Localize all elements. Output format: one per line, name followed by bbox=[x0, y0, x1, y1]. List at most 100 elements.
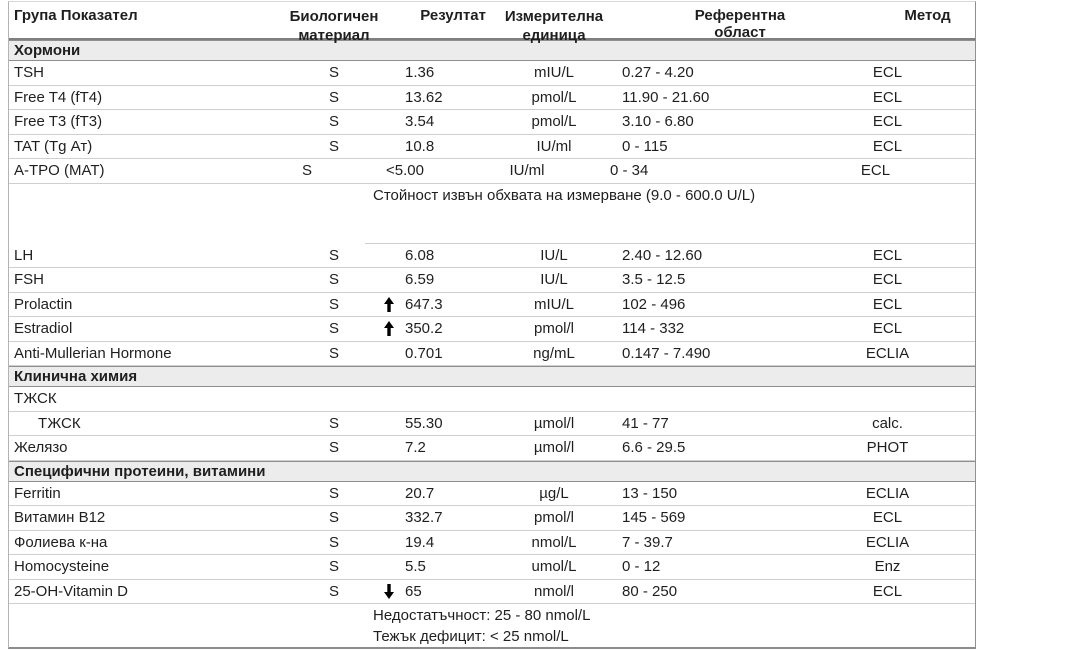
reference-range-cell: 102 - 496 bbox=[622, 295, 686, 313]
unit-cell: µmol/l bbox=[533, 439, 575, 456]
result-value: 55.30 bbox=[405, 414, 443, 432]
test-result-row: 25-OH-Vitamin D S 65 nmol/l 80 - 250 ECL bbox=[9, 580, 975, 604]
result-cell: 13.62 bbox=[382, 86, 498, 110]
result-value: 65 bbox=[405, 582, 422, 600]
test-result-row: Free T3 (fT3) S 3.54 pmol/L 3.10 - 6.80 ECL bbox=[9, 110, 975, 135]
unit-cell: µmol/l bbox=[533, 414, 575, 432]
unit-cell: IU/L bbox=[540, 271, 568, 288]
test-name: Фолиева к-на bbox=[14, 533, 108, 551]
test-result-row: Витамин B12 S 332.7 pmol/l 145 - 569 ECL bbox=[9, 506, 975, 531]
result-cell: 20.7 bbox=[382, 482, 498, 506]
high-value-arrow-icon bbox=[383, 321, 395, 336]
table-body: Хормони TSH S 1.36 mIU/L 0.27 - 4.20 ECL Free T… bbox=[9, 40, 975, 647]
material-cell: S bbox=[328, 271, 339, 288]
material-cell: S bbox=[328, 64, 339, 81]
test-name: A-TPO (MAT) bbox=[14, 162, 105, 179]
test-name: FSH bbox=[14, 271, 44, 288]
result-value: 13.62 bbox=[405, 88, 443, 106]
header-result: Резултат bbox=[420, 7, 486, 24]
reference-range-cell: 0.147 - 7.490 bbox=[622, 344, 711, 362]
result-cell: 647.3 bbox=[382, 293, 498, 317]
method-cell: ECL bbox=[872, 246, 903, 264]
section-header: Клинична химия bbox=[9, 366, 975, 387]
unit-cell: pmol/l bbox=[533, 509, 574, 526]
header-unit: Измерителна единица bbox=[504, 8, 604, 44]
result-value: 6.59 bbox=[405, 271, 435, 288]
test-name: ТЖСК bbox=[38, 414, 81, 432]
footnote-line: Недостатъчност: 25 - 80 nmol/L bbox=[373, 607, 591, 624]
reference-range-cell: 13 - 150 bbox=[622, 484, 678, 502]
unit-cell: IU/ml bbox=[509, 162, 545, 179]
result-cell: 55.30 bbox=[382, 412, 498, 436]
material-cell: S bbox=[328, 414, 339, 432]
test-name: TSH bbox=[14, 64, 44, 81]
material-cell: S bbox=[328, 582, 339, 600]
reference-range-cell: 0 - 115 bbox=[622, 137, 668, 155]
reference-range-cell: 2.40 - 12.60 bbox=[622, 246, 703, 264]
note-text: Стойност извън обхвата на измерване (9.0… bbox=[365, 184, 975, 244]
method-cell: ECL bbox=[872, 64, 903, 81]
test-result-row: Ferritin S 20.7 µg/L 13 - 150 ECLIA bbox=[9, 482, 975, 506]
result-value: 19.4 bbox=[405, 533, 435, 551]
test-result-row: A-TPO (MAT) S <5.00 IU/ml 0 - 34 ECL bbox=[9, 159, 975, 184]
test-name: LH bbox=[14, 246, 34, 264]
test-result-row: Homocysteine S 5.5 umol/L 0 - 12 Enz bbox=[9, 555, 975, 580]
result-cell: 6.08 bbox=[382, 244, 498, 268]
method-cell: Enz bbox=[874, 558, 901, 575]
test-group-row: ТЖСК bbox=[9, 387, 975, 412]
result-value: 5.5 bbox=[405, 558, 426, 575]
test-name: Prolactin bbox=[14, 295, 73, 313]
reference-range-cell: 7 - 39.7 bbox=[622, 533, 673, 551]
reference-range-cell: 3.5 - 12.5 bbox=[622, 271, 686, 288]
result-cell: 6.59 bbox=[382, 268, 498, 292]
method-cell: calc. bbox=[872, 414, 903, 432]
lab-results-table: Група Показател Биологичен материал Резу… bbox=[8, 1, 976, 649]
result-value: 350.2 bbox=[405, 320, 443, 337]
unit-cell: ng/mL bbox=[533, 344, 575, 362]
test-result-row: ТЖСК S 55.30 µmol/l 41 - 77 calc. bbox=[9, 412, 975, 436]
result-value: 332.7 bbox=[405, 509, 443, 526]
test-result-row: Желязо S 7.2 µmol/l 6.6 - 29.5 PHOT bbox=[9, 436, 975, 461]
footnote-row: Недостатъчност: 25 - 80 nmol/L Тежък дефи… bbox=[9, 604, 975, 647]
reference-range-cell: 41 - 77 bbox=[622, 414, 669, 432]
method-cell: ECL bbox=[872, 113, 903, 130]
result-cell: 65 bbox=[382, 580, 498, 604]
header-ref-range: Референтна област bbox=[694, 7, 786, 41]
unit-cell: mIU/L bbox=[533, 64, 574, 81]
test-name: Витамин B12 bbox=[14, 509, 106, 526]
result-value: 20.7 bbox=[405, 484, 435, 502]
result-cell: <5.00 bbox=[363, 159, 479, 183]
result-cell: 350.2 bbox=[382, 317, 498, 341]
unit-cell: nmol/l bbox=[533, 582, 574, 600]
out-of-range-note-row: Стойност извън обхвата на измерване (9.0… bbox=[9, 184, 975, 244]
test-group-name: ТЖСК bbox=[14, 390, 57, 407]
test-result-row: Anti-Mullerian Hormone S 0.701 ng/mL 0.147 -… bbox=[9, 342, 975, 366]
reference-range-cell: 80 - 250 bbox=[622, 582, 678, 600]
test-result-row: Фолиева к-на S 19.4 nmol/L 7 - 39.7 ECLIA bbox=[9, 531, 975, 555]
reference-range-cell: 0.27 - 4.20 bbox=[622, 64, 694, 81]
header-material: Биологичен материал bbox=[289, 8, 379, 44]
result-value: <5.00 bbox=[386, 162, 424, 179]
material-cell: S bbox=[328, 320, 339, 337]
result-cell: 10.8 bbox=[382, 135, 498, 159]
test-name: Free T4 (fT4) bbox=[14, 88, 103, 106]
material-cell: S bbox=[328, 558, 339, 575]
result-value: 7.2 bbox=[405, 439, 426, 456]
result-cell: 19.4 bbox=[382, 531, 498, 555]
unit-cell: pmol/L bbox=[531, 88, 577, 106]
material-cell: S bbox=[328, 509, 339, 526]
result-value: 1.36 bbox=[405, 64, 435, 81]
result-cell: 332.7 bbox=[382, 506, 498, 530]
test-name: Homocysteine bbox=[14, 558, 110, 575]
method-cell: ECL bbox=[860, 162, 891, 179]
method-cell: ECLIA bbox=[865, 533, 910, 551]
result-cell: 0.701 bbox=[382, 342, 498, 366]
test-result-row: LH S 6.08 IU/L 2.40 - 12.60 ECL bbox=[9, 244, 975, 268]
test-result-row: Prolactin S 647.3 mIU/L 102 - 496 ECL bbox=[9, 293, 975, 317]
reference-range-cell: 0 - 12 bbox=[622, 558, 661, 575]
test-name: Free T3 (fT3) bbox=[14, 113, 103, 130]
method-cell: ECL bbox=[872, 582, 903, 600]
method-cell: ECL bbox=[872, 509, 903, 526]
reference-range-cell: 0 - 34 bbox=[610, 162, 649, 179]
result-cell: 7.2 bbox=[382, 436, 498, 460]
